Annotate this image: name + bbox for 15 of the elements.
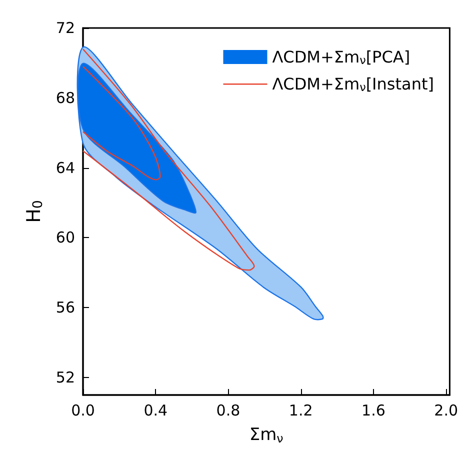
x-tick-label: 1.2 xyxy=(288,402,313,420)
y-tick-label: 64 xyxy=(56,158,75,177)
y-tick-label: 52 xyxy=(56,368,75,387)
y-tick-label: 72 xyxy=(56,19,75,37)
x-tick-label: 2.0 xyxy=(434,402,458,420)
y-tick-label: 68 xyxy=(56,88,75,107)
line-series xyxy=(82,66,161,180)
line-series xyxy=(82,48,255,271)
x-tick-label: 0.0 xyxy=(71,402,95,420)
x-tick-label: 0.4 xyxy=(144,402,168,420)
y-axis-title: H0 xyxy=(23,200,46,223)
x-tick-label: 1.6 xyxy=(362,402,386,420)
y-tick-label: 56 xyxy=(56,298,75,317)
x-tick-label: 0.8 xyxy=(216,402,240,420)
y-tick-label: 60 xyxy=(56,228,75,247)
